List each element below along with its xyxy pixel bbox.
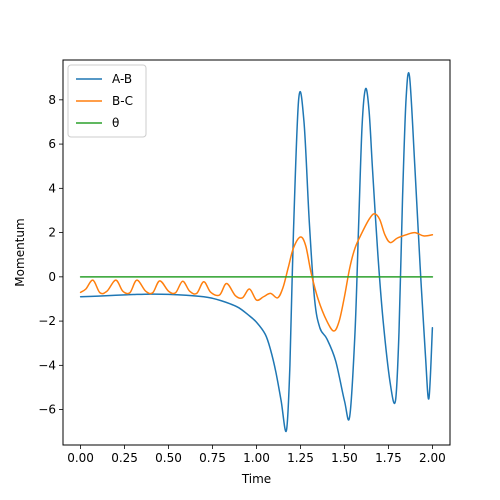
x-axis: 0.00 0.25 0.50 0.75 1.00 1.25 1.50 1.75 2.00 (67, 445, 446, 465)
legend-box (67, 64, 147, 138)
y-tick-label: 2 (48, 226, 56, 240)
x-tick-label: 0.75 (199, 451, 226, 465)
legend-label-1: B-C (112, 94, 133, 108)
y-tick-label: 6 (48, 137, 56, 151)
series-line-1 (79, 213, 434, 332)
legend: A-B B-C θ (67, 64, 147, 138)
x-tick-label: 0.00 (67, 451, 94, 465)
y-tick-label: 8 (48, 93, 56, 107)
y-tick-label: −6 (38, 403, 56, 417)
x-tick-label: 0.50 (155, 451, 182, 465)
x-tick-label: 1.50 (331, 451, 358, 465)
y-tick-label: 0 (48, 270, 56, 284)
y-axis-label: Momentum (13, 218, 27, 286)
y-tick-label: 4 (48, 181, 56, 195)
series-layer (79, 71, 434, 433)
y-tick-label: −4 (38, 358, 56, 372)
x-axis-label: Time (241, 472, 271, 486)
x-tick-label: 1.75 (375, 451, 402, 465)
x-tick-label: 0.25 (111, 451, 138, 465)
series-line-0 (79, 71, 434, 433)
x-tick-label: 2.00 (419, 451, 446, 465)
x-tick-label: 1.00 (243, 451, 270, 465)
legend-label-2: θ (112, 116, 119, 130)
legend-label-0: A-B (112, 72, 132, 86)
y-axis: −6 −4 −2 0 2 4 6 8 (38, 93, 63, 417)
x-tick-label: 1.25 (287, 451, 314, 465)
y-tick-label: −2 (38, 314, 56, 328)
